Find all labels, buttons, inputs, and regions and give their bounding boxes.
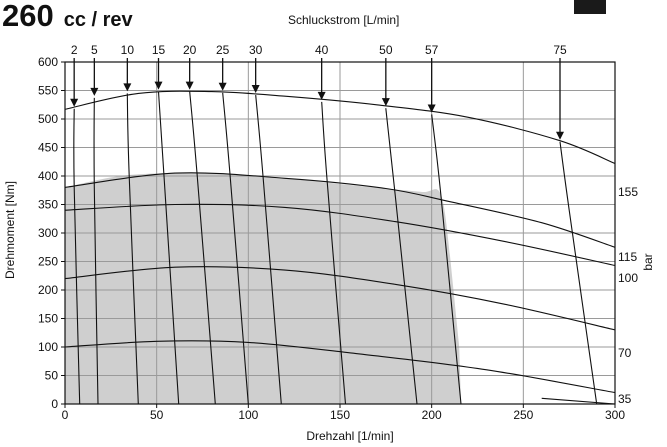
y-tick-label-450: 450 <box>38 141 58 155</box>
x-axis-label: Drehzahl [1/min] <box>306 429 393 443</box>
flow-label-2: 2 <box>71 43 78 57</box>
chart-title: 260 cc / rev <box>2 0 134 33</box>
flow-arrowhead-20 <box>185 81 194 90</box>
pressure-curve-70 <box>65 340 615 394</box>
flow-line-10 <box>126 93 139 404</box>
y-tick-label-0: 0 <box>51 397 58 411</box>
x-tick-label-0: 0 <box>62 408 69 422</box>
y-tick-label-50: 50 <box>45 369 59 383</box>
y-tick-label-500: 500 <box>38 112 58 126</box>
y-tick-label-400: 400 <box>38 169 58 183</box>
pressure-curve-100 <box>65 266 615 331</box>
flow-line-5 <box>93 97 99 404</box>
y-tick-label-250: 250 <box>38 255 58 269</box>
pressure-curve-35 <box>541 397 615 404</box>
flow-label-25: 25 <box>216 43 230 57</box>
y-tick-label-350: 350 <box>38 198 58 212</box>
x-tick-label-200: 200 <box>422 408 442 422</box>
flow-arrowhead-50 <box>381 98 390 107</box>
x-tick-label-300: 300 <box>605 408 625 422</box>
pressure-curve-115 <box>65 203 615 267</box>
pressure-label-115: 115 <box>618 250 637 264</box>
pressure-label-100: 100 <box>618 271 638 285</box>
flow-line-57 <box>431 114 462 404</box>
flow-label-15: 15 <box>152 43 166 57</box>
flow-line-40 <box>321 101 347 404</box>
flow-line-20 <box>189 91 216 404</box>
x-tick-label-100: 100 <box>238 408 258 422</box>
flow-label-40: 40 <box>315 43 329 57</box>
flow-label-57: 57 <box>425 43 439 57</box>
flow-arrowhead-75 <box>556 131 564 140</box>
flow-label-5: 5 <box>91 43 98 57</box>
flow-line-50 <box>385 108 418 404</box>
flow-line-2 <box>73 108 81 404</box>
flow-label-30: 30 <box>249 43 263 57</box>
flow-label-20: 20 <box>183 43 197 57</box>
x-tick-label-50: 50 <box>150 408 164 422</box>
flow-line-15 <box>157 91 180 404</box>
black-corner-block <box>574 0 606 14</box>
flow-arrowhead-57 <box>427 104 436 113</box>
flow-arrowhead-30 <box>251 85 260 94</box>
top-axis-label: Schluckstrom [L/min] <box>288 13 399 27</box>
plot-area: 2 5 10 15 20 25 30 40 50 57 75 155 115 100 70 35 <box>64 43 638 406</box>
pressure-label-35: 35 <box>618 392 632 406</box>
continuous-operation-region <box>65 173 461 404</box>
flow-arrowhead-25 <box>218 82 227 91</box>
flow-arrowhead-2 <box>70 98 79 107</box>
flow-line-75 <box>559 141 598 404</box>
y-tick-label-100: 100 <box>38 340 58 354</box>
flow-arrowhead-5 <box>90 87 99 96</box>
y-tick-label-550: 550 <box>38 84 58 98</box>
y-tick-label-300: 300 <box>38 226 58 240</box>
y-axis-label: Drehmoment [Nm] <box>3 181 17 279</box>
y-tick-label-150: 150 <box>38 312 58 326</box>
flow-arrowhead-10 <box>123 83 132 92</box>
flow-line-30 <box>255 95 282 404</box>
flow-label-10: 10 <box>121 43 135 57</box>
y-tick-label-600: 600 <box>38 55 58 69</box>
x-tick-label-150: 150 <box>330 408 350 422</box>
flow-line-25 <box>222 92 249 404</box>
flow-arrowhead-15 <box>154 81 163 90</box>
flow-arrowhead-40 <box>317 91 326 100</box>
pressure-label-70: 70 <box>618 346 632 360</box>
flow-label-75: 75 <box>553 43 567 57</box>
pressure-curve-155 <box>65 172 615 248</box>
flow-label-50: 50 <box>379 43 393 57</box>
y-tick-label-200: 200 <box>38 283 58 297</box>
axis-ticks: 0 50 100 150 200 250 300 0 50 100 150 200 250 300 350 4… <box>38 55 625 422</box>
x-tick-label-250: 250 <box>513 408 533 422</box>
right-axis-label: bar <box>641 253 655 270</box>
pressure-label-155: 155 <box>618 185 638 199</box>
pressure-curve-max <box>65 90 615 165</box>
